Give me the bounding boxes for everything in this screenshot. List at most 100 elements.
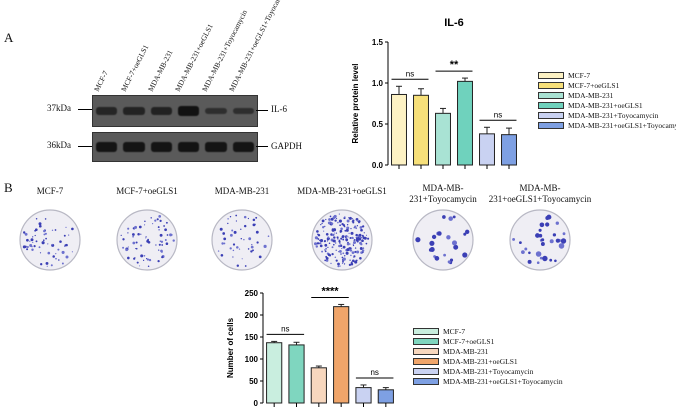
- colony: [337, 265, 340, 268]
- colony: [24, 232, 28, 236]
- colony: [352, 221, 355, 224]
- colony: [158, 229, 160, 231]
- colony: [161, 255, 164, 259]
- colony-dish: [311, 209, 373, 271]
- colony: [337, 262, 340, 266]
- colony: [38, 246, 41, 249]
- colony: [243, 215, 247, 219]
- colony: [332, 239, 336, 243]
- colony: [160, 249, 163, 253]
- legend-swatch: [413, 357, 439, 365]
- colony: [465, 229, 470, 234]
- colony: [135, 241, 138, 244]
- protein-label-gapdh: GAPDH: [271, 141, 303, 151]
- colony: [313, 242, 318, 246]
- colony: [335, 259, 338, 262]
- colony: [235, 220, 238, 222]
- colony: [353, 238, 356, 241]
- colony: [334, 256, 337, 259]
- colony: [354, 225, 357, 228]
- legend-label: MDA-MB-231+oeGLS1+Toyocamycin: [443, 376, 563, 386]
- colony: [34, 230, 36, 232]
- dish-outline: [116, 209, 178, 271]
- colony: [354, 260, 358, 264]
- colony: [339, 265, 341, 267]
- colony: [255, 216, 258, 219]
- colony: [227, 218, 229, 220]
- colony: [240, 228, 242, 230]
- colony: [555, 221, 559, 225]
- colony: [240, 237, 243, 240]
- colony: [560, 238, 567, 244]
- blot-band: [96, 142, 118, 152]
- colony: [339, 242, 341, 244]
- chart-title: IL-6: [444, 17, 464, 29]
- colony: [362, 236, 365, 239]
- legend-swatch: [413, 327, 439, 335]
- colony: [157, 226, 160, 229]
- dish-outline: [311, 209, 373, 271]
- colony: [360, 236, 363, 239]
- blot-band: [150, 142, 172, 152]
- bar: [435, 112, 451, 166]
- colony: [258, 255, 262, 259]
- bar: [457, 80, 473, 166]
- colony: [437, 231, 442, 236]
- colony: [343, 225, 345, 228]
- colony: [159, 240, 161, 242]
- blot-band: [232, 107, 254, 115]
- colony: [122, 238, 125, 241]
- y-tick-label: 1.0: [372, 79, 384, 88]
- colony: [34, 228, 38, 232]
- colony: [350, 247, 353, 250]
- y-tick-label: 150: [245, 333, 259, 342]
- colony: [35, 240, 38, 243]
- colony: [351, 259, 355, 263]
- dish-outline: [412, 209, 474, 271]
- colony: [317, 238, 320, 240]
- legend-label: MDA-MB-231+Toyocamycin: [568, 110, 659, 120]
- colony: [47, 243, 49, 245]
- colony: [222, 232, 226, 235]
- colony: [50, 264, 53, 267]
- colony: [232, 249, 235, 252]
- blot-band: [205, 142, 227, 152]
- colony: [140, 244, 143, 247]
- colony: [132, 241, 136, 245]
- colony: [64, 244, 67, 247]
- colony: [341, 235, 345, 239]
- colony: [351, 236, 354, 240]
- colony: [321, 222, 323, 225]
- colony: [342, 260, 344, 263]
- legend-entry: MCF-7: [538, 70, 676, 80]
- colony: [358, 233, 362, 237]
- colony: [163, 225, 165, 227]
- kda-label-il6: 37kDa: [47, 103, 71, 113]
- bar: [391, 93, 407, 166]
- colony: [344, 235, 346, 237]
- colony: [337, 238, 339, 240]
- colony: [356, 225, 359, 227]
- colony: [32, 241, 34, 243]
- bar: [333, 306, 350, 404]
- colony: [342, 238, 345, 241]
- colony: [354, 250, 357, 253]
- colony: [342, 245, 346, 249]
- colony: [250, 245, 254, 249]
- colony: [58, 259, 60, 261]
- colony: [244, 265, 247, 267]
- colony: [336, 236, 339, 239]
- colony: [535, 251, 542, 257]
- dish-outline: [211, 209, 273, 271]
- colony: [232, 256, 234, 258]
- colony: [415, 237, 421, 243]
- significance-label: ****: [321, 285, 339, 297]
- colony: [352, 218, 354, 220]
- kda-label-gapdh: 36kDa: [47, 140, 71, 150]
- significance-label: ns: [370, 368, 378, 377]
- legend-entry: MDA-MB-231+Toyocamycin: [413, 366, 563, 376]
- legend-swatch: [413, 377, 439, 385]
- colony: [549, 258, 553, 262]
- colony: [527, 259, 532, 264]
- colony: [552, 233, 557, 237]
